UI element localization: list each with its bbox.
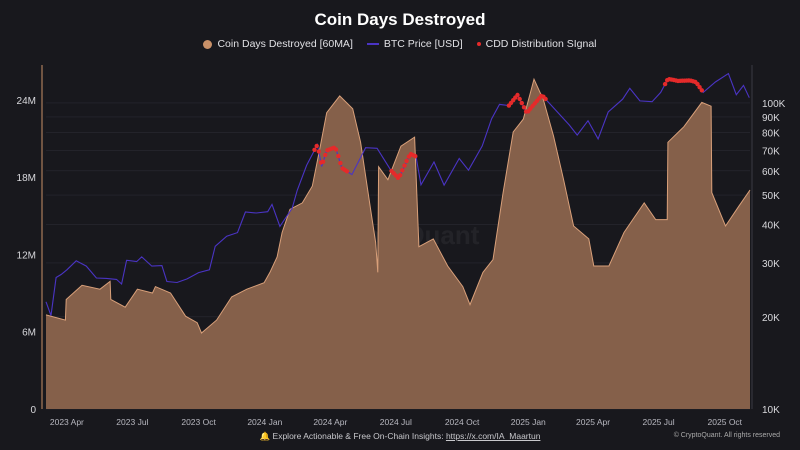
signal-dot bbox=[323, 152, 328, 158]
signal-dot bbox=[314, 143, 319, 149]
y-right-tick-label: 10K bbox=[762, 405, 780, 416]
y-left-tick-label: 12M bbox=[17, 250, 36, 261]
signal-dot bbox=[398, 173, 403, 178]
y-right-tick-label: 60K bbox=[762, 167, 780, 178]
x-tick-label: 2024 Jul bbox=[380, 417, 412, 427]
x-tick-label: 2025 Jul bbox=[643, 417, 675, 427]
x-tick-label: 2024 Oct bbox=[445, 417, 480, 427]
signal-dot bbox=[338, 160, 343, 166]
cdd-swatch bbox=[203, 39, 213, 49]
signal-dot bbox=[400, 168, 405, 173]
signal-dot bbox=[333, 147, 339, 152]
signal-dot bbox=[519, 100, 524, 106]
y-left-tick-label: 18M bbox=[17, 173, 36, 184]
signal-dot bbox=[662, 81, 668, 87]
y-right-tick-label: 70K bbox=[762, 146, 780, 157]
y-right-tick-label: 30K bbox=[762, 259, 780, 270]
y-right-tick-label: 80K bbox=[762, 129, 780, 140]
y-right-tick-label: 50K bbox=[762, 191, 780, 202]
signal-dot bbox=[320, 159, 326, 164]
x-tick-label: 2023 Jul bbox=[116, 417, 148, 427]
y-right-tick-label: 100K bbox=[762, 99, 786, 110]
signal-dot bbox=[697, 85, 702, 90]
bell-icon: 🔔 bbox=[259, 431, 271, 441]
signal-dot bbox=[336, 153, 341, 159]
x-tick-label: 2025 Apr bbox=[576, 417, 610, 427]
signal-dot bbox=[695, 81, 700, 87]
x-tick-label: 2024 Apr bbox=[313, 417, 347, 427]
x-tick-label: 2025 Jan bbox=[511, 417, 546, 427]
chart-title: Coin Days Destroyed bbox=[314, 10, 486, 29]
footer: 🔔 Explore Actionable & Free On-Chain Ins… bbox=[0, 431, 800, 442]
x-tick-label: 2024 Jan bbox=[247, 417, 282, 427]
signal-dot bbox=[404, 158, 409, 164]
signal-dot bbox=[316, 149, 321, 154]
cdd-line bbox=[45, 77, 751, 334]
cdd-area bbox=[46, 79, 750, 409]
signal-swatch bbox=[476, 42, 481, 46]
legend-label-cdd: Coin Days Destroyed [60MA] bbox=[217, 38, 353, 50]
legend-label-btc: BTC Price [USD] bbox=[383, 38, 463, 50]
btc-swatch bbox=[366, 43, 379, 45]
signal-dot bbox=[699, 88, 704, 93]
x-tick-label: 2023 Oct bbox=[181, 417, 216, 427]
legend: Coin Days Destroyed [60MA] BTC Price [US… bbox=[0, 38, 800, 50]
signal-dot bbox=[521, 105, 527, 110]
signal-dot bbox=[515, 92, 520, 98]
x-tick-label: 2023 Apr bbox=[50, 417, 84, 427]
signal-dot bbox=[312, 147, 317, 152]
y-right-tick-label: 40K bbox=[762, 221, 780, 232]
legend-item-signal[interactable]: CDD Distribution SIgnal bbox=[476, 38, 597, 50]
y-left-tick-label: 24M bbox=[17, 96, 36, 107]
legend-item-btc[interactable]: BTC Price [USD] bbox=[366, 38, 463, 50]
signal-dot bbox=[413, 154, 418, 159]
copyright: © CryptoQuant. All rights reserved bbox=[673, 432, 780, 439]
legend-label-signal: CDD Distribution SIgnal bbox=[485, 38, 597, 50]
footer-link[interactable]: https://x.com/IA_Maartun bbox=[445, 431, 541, 441]
x-tick-label: 2025 Oct bbox=[708, 417, 743, 427]
y-left-tick-label: 0 bbox=[30, 405, 36, 416]
signal-dot bbox=[344, 169, 350, 174]
btc-price-line bbox=[45, 72, 750, 316]
legend-item-cdd[interactable]: Coin Days Destroyed [60MA] bbox=[203, 38, 353, 50]
footer-text: Explore Actionable & Free On-Chain Insig… bbox=[272, 431, 444, 441]
y-right-tick-label: 20K bbox=[762, 313, 780, 324]
signal-dot bbox=[402, 163, 407, 168]
y-left-tick-label: 6M bbox=[22, 328, 36, 339]
signal-dot bbox=[517, 96, 522, 102]
signal-dot bbox=[543, 96, 548, 102]
y-right-tick-label: 90K bbox=[762, 113, 780, 124]
